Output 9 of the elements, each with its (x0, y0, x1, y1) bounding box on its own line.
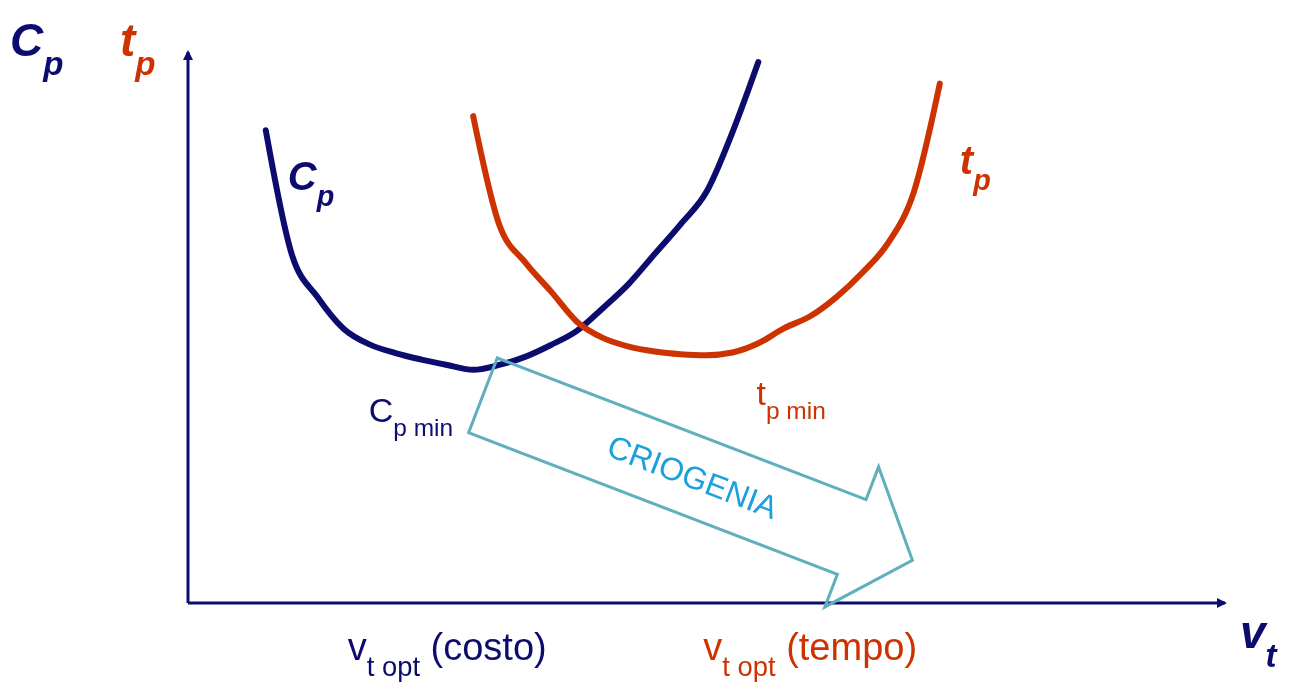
series-label: t$_{p}$ (959, 137, 991, 196)
annotation: C$_{p min}$ (368, 390, 454, 441)
series-label: C$_{p}$ (287, 154, 335, 213)
y-axis-title: C$_{p}$ (10, 14, 64, 82)
x-axis-title: v$_{t}$ (1240, 606, 1279, 674)
annotation: t$_{p min}$ (756, 374, 826, 424)
x-tick-label: v$_{t opt}$ (tempo) (703, 626, 918, 682)
x-tick-label: v$_{t opt}$ (costo) (347, 626, 547, 682)
y2-axis-title: t$_{p}$ (120, 14, 156, 82)
